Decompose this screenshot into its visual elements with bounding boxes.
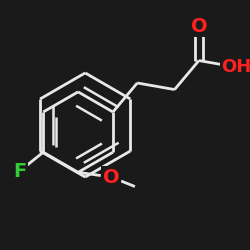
Text: F: F: [13, 162, 26, 181]
Text: OH: OH: [221, 58, 250, 76]
Text: O: O: [103, 168, 120, 186]
Text: O: O: [190, 17, 207, 36]
